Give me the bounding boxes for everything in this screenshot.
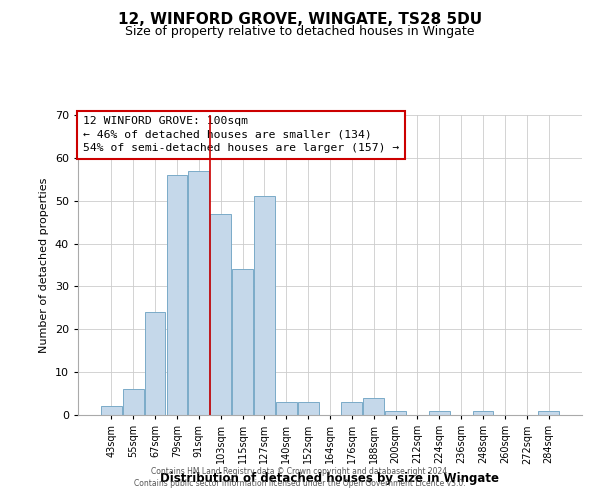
- Bar: [145, 312, 166, 415]
- Bar: [254, 196, 275, 415]
- Bar: [341, 402, 362, 415]
- Text: Size of property relative to detached houses in Wingate: Size of property relative to detached ho…: [125, 25, 475, 38]
- Bar: [123, 390, 143, 415]
- Text: Contains HM Land Registry data © Crown copyright and database right 2024.
Contai: Contains HM Land Registry data © Crown c…: [134, 466, 466, 487]
- Bar: [167, 175, 187, 415]
- Bar: [298, 402, 319, 415]
- Bar: [364, 398, 384, 415]
- Bar: [473, 410, 493, 415]
- Bar: [276, 402, 296, 415]
- Bar: [232, 270, 253, 415]
- X-axis label: Distribution of detached houses by size in Wingate: Distribution of detached houses by size …: [161, 472, 499, 485]
- Bar: [210, 214, 231, 415]
- Y-axis label: Number of detached properties: Number of detached properties: [39, 178, 49, 352]
- Bar: [538, 410, 559, 415]
- Bar: [385, 410, 406, 415]
- Text: 12 WINFORD GROVE: 100sqm
← 46% of detached houses are smaller (134)
54% of semi-: 12 WINFORD GROVE: 100sqm ← 46% of detach…: [83, 116, 399, 153]
- Bar: [429, 410, 450, 415]
- Text: 12, WINFORD GROVE, WINGATE, TS28 5DU: 12, WINFORD GROVE, WINGATE, TS28 5DU: [118, 12, 482, 28]
- Bar: [188, 170, 209, 415]
- Bar: [101, 406, 122, 415]
